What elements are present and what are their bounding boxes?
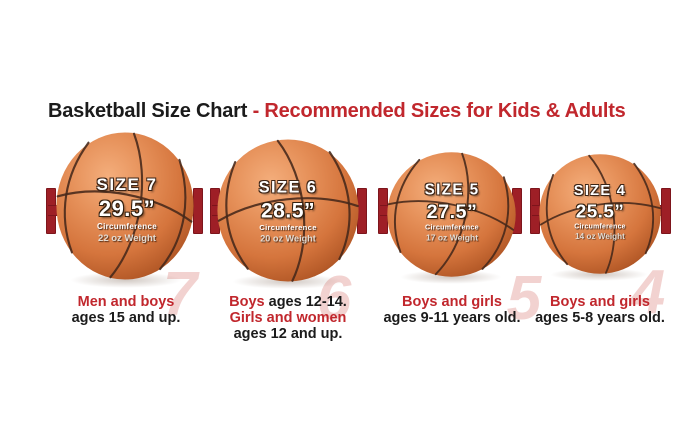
circumference-label: Circumference [259,223,317,232]
circumference-value: 27.5” [426,199,478,223]
watermark-numeral-5: 5 [506,264,542,333]
weight-label: 20 oz Weight [260,233,316,245]
size-label: SIZE 4 [573,182,627,199]
weight-label: 22 oz Weight [98,233,156,244]
title-black-part: Basketball Size Chart [48,100,253,122]
size-label: SIZE 6 [258,178,318,197]
caption-line: ages 15 and up. [71,310,181,326]
ball-label-size6: SIZE 6 28.5” Circumference 20 oz Weight [259,178,318,244]
dimension-cap-icon [661,188,671,234]
basketball-size5-image [387,152,516,277]
caption-size6: Boys ages 12-14. Girls and women ages 12… [193,294,383,342]
weight-label: 14 oz Weight [575,231,625,242]
caption-line: Boys and girls [550,294,650,310]
dimension-cap-icon [193,188,203,234]
caption-size5: Boys and girls ages 9-11 years old. [357,294,547,326]
caption-line: ages 9-11 years old. [383,310,521,326]
basketball-size4-image [539,154,661,274]
size-label: SIZE 7 [96,175,158,194]
caption-line: ages 5-8 years old. [535,310,665,326]
circumference-value: 28.5” [260,198,316,223]
basketball-size7-image [56,132,194,280]
weight-label: 17 oz Weight [425,233,479,244]
circumference-label: Circumference [574,222,626,231]
ball-shadow [70,272,182,288]
ball-shadow [550,268,648,281]
caption-line: Boys ages 12-14. [229,294,347,310]
circumference-value: 29.5” [98,196,156,221]
caption-line: ages 12 and up. [233,326,343,342]
circumference-label: Circumference [97,222,157,231]
page-title: Basketball Size Chart - Recommended Size… [48,100,626,123]
circumference-label: Circumference [425,223,479,232]
ball-label-size7: SIZE 7 29.5” Circumference 22 oz Weight [97,175,158,244]
caption-size7: Men and boys ages 15 and up. [31,294,221,326]
ball-shadow [400,270,502,284]
basketball-size6-image [217,139,359,282]
caption-line: Boys and girls [402,294,502,310]
caption-line: Men and boys [77,294,175,310]
watermark-numeral-7: 7 [162,260,198,329]
ball-label-size5: SIZE 5 27.5” Circumference 17 oz Weight [425,181,480,243]
caption-size4: Boys and girls ages 5-8 years old. [505,294,679,326]
watermark-numeral-6: 6 [316,264,352,333]
size-label: SIZE 5 [424,181,480,199]
ball-label-size4: SIZE 4 25.5” Circumference 14 oz Weight [574,182,626,241]
title-red-part: - Recommended Sizes for Kids & Adults [252,100,626,122]
circumference-value: 25.5” [575,200,625,222]
caption-line: Girls and women [229,310,347,326]
watermark-numeral-4: 4 [630,258,666,327]
